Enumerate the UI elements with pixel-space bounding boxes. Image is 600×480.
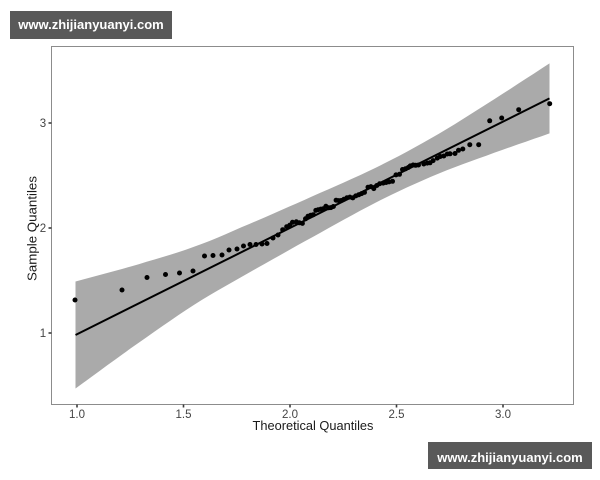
svg-text:3.0: 3.0 [495,409,511,421]
svg-text:2.5: 2.5 [389,409,405,421]
svg-text:1.0: 1.0 [69,409,85,421]
svg-text:1: 1 [40,328,46,340]
svg-text:Theoretical Quantiles: Theoretical Quantiles [253,418,374,433]
svg-text:2.0: 2.0 [282,409,298,421]
svg-text:3: 3 [40,118,46,130]
svg-text:2: 2 [40,223,46,235]
svg-text:1.5: 1.5 [176,409,192,421]
svg-text:Sample Quantiles: Sample Quantiles [25,176,40,281]
